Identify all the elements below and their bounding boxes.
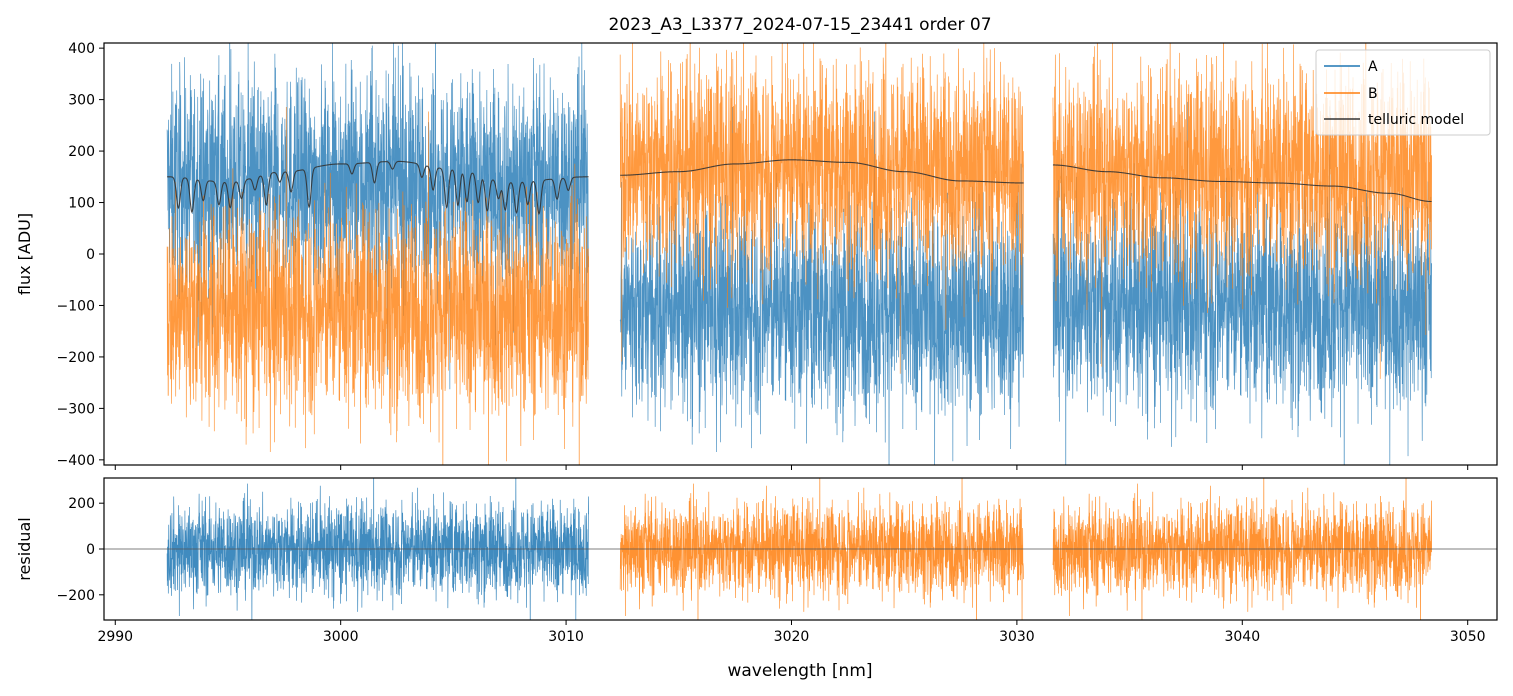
residual-y-axis-label: residual xyxy=(15,517,34,580)
y-tick-label: 300 xyxy=(68,93,95,109)
legend-label-telluric: telluric model xyxy=(1368,112,1464,128)
x-axis-label: wavelength [nm] xyxy=(727,661,872,681)
series-a-segment-3 xyxy=(1052,101,1432,465)
chart-title: 2023_A3_L3377_2024-07-15_23441 order 07 xyxy=(608,15,991,35)
series-b-segment-3 xyxy=(1052,43,1432,379)
telluric-model-segment-3 xyxy=(1052,164,1432,203)
y-tick-label: −100 xyxy=(57,298,95,314)
series-b-segment-1 xyxy=(166,107,589,465)
x-tick-label: 3050 xyxy=(1450,629,1486,645)
residual-y-axis: −200 0 200 xyxy=(57,496,104,604)
x-tick-label: 3030 xyxy=(999,629,1035,645)
legend-label-b: B xyxy=(1368,86,1378,102)
residual-x-axis: 2990 3000 3010 3020 3030 3040 3050 xyxy=(97,620,1486,645)
legend: A B telluric model xyxy=(1315,49,1491,136)
y-tick-label: 100 xyxy=(68,196,95,212)
y-tick-label: 200 xyxy=(68,144,95,160)
main-plot-area xyxy=(166,43,1432,465)
x-tick-label: 3020 xyxy=(774,629,810,645)
y-tick-label: −400 xyxy=(57,453,95,469)
residual-b-segment-2 xyxy=(619,478,1024,620)
residual-b-segment-3 xyxy=(1052,478,1432,620)
y-tick-label: −200 xyxy=(57,588,95,604)
telluric-model-segment-2 xyxy=(620,159,1024,184)
y-tick-label: 0 xyxy=(86,542,95,558)
residual-plot-area xyxy=(104,478,1497,620)
main-y-axis-label: flux [ADU] xyxy=(15,213,34,295)
series-a-segment-2 xyxy=(619,107,1024,465)
residual-a-segment-1 xyxy=(166,478,589,620)
main-x-axis xyxy=(114,465,1469,470)
y-tick-label: −200 xyxy=(57,350,95,366)
y-tick-label: 200 xyxy=(68,496,95,512)
series-b-segment-2 xyxy=(619,43,1024,374)
x-tick-label: 2990 xyxy=(97,629,133,645)
y-tick-label: 400 xyxy=(68,41,95,57)
x-tick-label: 3000 xyxy=(323,629,359,645)
legend-label-a: A xyxy=(1368,59,1378,75)
telluric-model-segment-1 xyxy=(167,160,589,216)
x-tick-label: 3010 xyxy=(548,629,584,645)
y-tick-label: −300 xyxy=(57,401,95,417)
main-y-axis: −400 −300 −200 −100 0 100 200 300 400 xyxy=(57,41,104,469)
x-tick-label: 3040 xyxy=(1224,629,1260,645)
y-tick-label: 0 xyxy=(86,247,95,263)
legend-box xyxy=(1315,49,1491,136)
